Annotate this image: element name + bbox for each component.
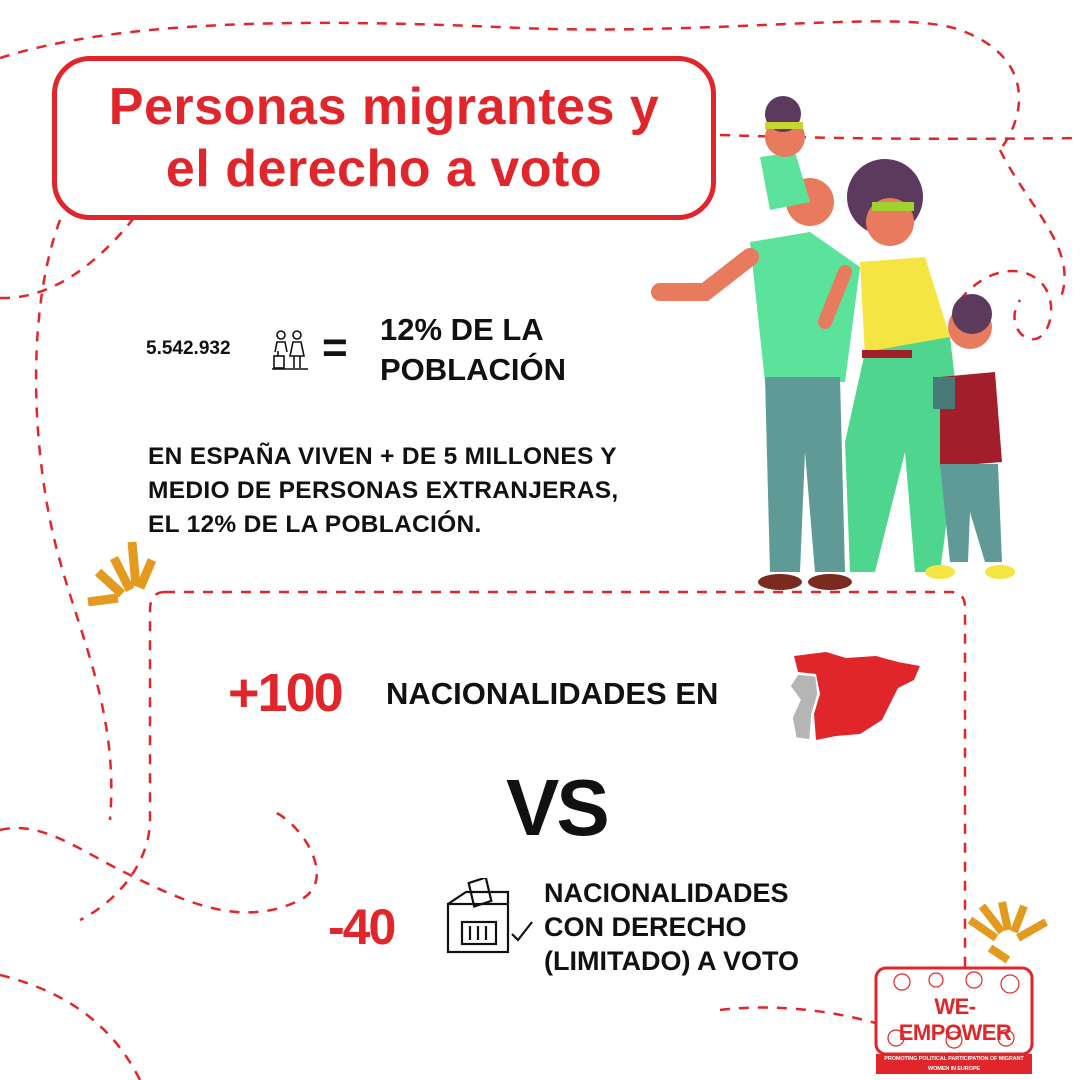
population-count: 5.542.932 bbox=[146, 338, 231, 359]
plus-nationalities-value: +100 bbox=[228, 663, 344, 723]
percent-line-1: 12% DE LA bbox=[380, 312, 544, 347]
minus-nationalities-value: -40 bbox=[328, 899, 396, 955]
population-percent: 12% DE LA POBLACIÓN bbox=[380, 310, 566, 390]
description-line-1: EN ESPAÑA VIVEN + DE 5 MILLONES Y bbox=[148, 443, 617, 470]
equals-sign: = bbox=[322, 323, 348, 372]
minus-label-line-2: CON DERECHO bbox=[544, 912, 747, 942]
logo-name: WE-EMPOWER bbox=[898, 994, 1012, 1045]
description-line-3: EL 12% DE LA POBLACIÓN. bbox=[148, 511, 482, 538]
minus-label-line-1: NACIONALIDADES bbox=[544, 878, 789, 908]
spark-decoration bbox=[968, 901, 1048, 964]
title-line-2: el derecho a voto bbox=[165, 140, 603, 198]
spain-map-icon bbox=[789, 652, 920, 741]
logo-tagline: PROMOTING POLITICAL PARTICIPATION OF MIG… bbox=[876, 1054, 1032, 1074]
title-box: Personas migrantes y el derecho a voto bbox=[52, 56, 716, 220]
description-line-2: MEDIO DE PERSONAS EXTRANJERAS, bbox=[148, 477, 619, 504]
versus-text: VS bbox=[506, 763, 610, 852]
spark-decoration bbox=[87, 541, 156, 606]
people-family-icon bbox=[272, 330, 308, 370]
percent-line-2: POBLACIÓN bbox=[380, 352, 566, 387]
minus-label-line-3: (LIMITADO) A VOTO bbox=[544, 946, 799, 976]
plus-nationalities-label: NACIONALIDADES EN bbox=[386, 676, 719, 711]
title-line-1: Personas migrantes y bbox=[108, 78, 660, 136]
minus-nationalities-label: NACIONALIDADES CON DERECHO (LIMITADO) A … bbox=[544, 876, 799, 978]
ballot-box-icon bbox=[446, 878, 533, 954]
family-illustration bbox=[651, 96, 1015, 590]
description: EN ESPAÑA VIVEN + DE 5 MILLONES Y MEDIO … bbox=[148, 440, 619, 542]
